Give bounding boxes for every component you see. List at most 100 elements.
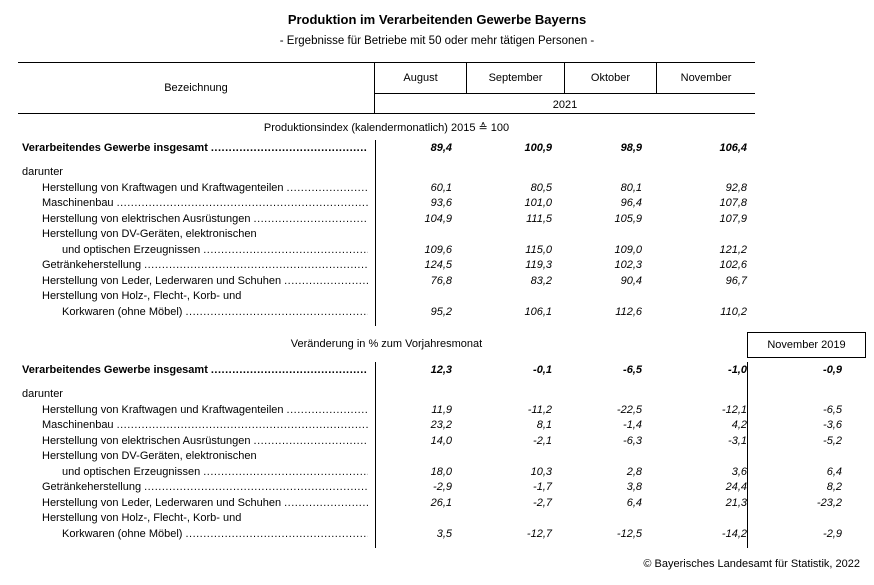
value-cell: 14,0 [430,434,452,447]
table-row: Herstellung von Kraftwagen und Kraftwage… [18,181,866,197]
value-cell: 10,3 [530,465,552,478]
value-cell: 106,1 [524,305,552,318]
year-header: 2021 [552,98,578,111]
value-cell: 4,2 [731,419,747,431]
value-cell: 107,8 [719,197,747,209]
row-label: darunter [18,165,375,181]
row-label-text: und optischen Erzeugnissen [62,243,201,256]
table-row: Getränkeherstellung -2,9 -1,7 3,8 24,4 8,2 [18,480,866,496]
value-cell: 110,2 [720,305,747,318]
table-header: Bezeichnung August September Oktober Nov… [18,62,755,114]
dot-leader [185,305,368,321]
value-cell: 98,9 [620,142,642,154]
row-label: Herstellung von DV-Geräten, elektronisch… [18,449,375,465]
value-cell: 124,5 [424,259,452,271]
value-cell: 23,2 [430,419,452,431]
value-cell: -6,5 [823,403,842,416]
value-cell: 104,9 [424,212,452,225]
value-cell: -5,2 [823,434,842,447]
value-cell: 8,2 [826,481,842,493]
row-label: Korkwaren (ohne Möbel) [18,527,375,543]
table-row: und optischen Erzeugnissen 18,0 10,3 2,8 3,6… [18,465,866,481]
month-header-oktober: Oktober [565,63,657,93]
row-label-text: Verarbeitendes Gewerbe insgesamt [22,364,208,376]
row-label: Herstellung von elektrischen Ausrüstunge… [18,212,375,228]
row-label: Korkwaren (ohne Möbel) [18,305,375,321]
value-cell: 3,6 [731,465,747,478]
dot-leader [254,212,368,228]
row-label: Herstellung von Kraftwagen und Kraftwage… [18,181,375,197]
row-label: Getränkeherstellung [18,480,375,496]
value-cell: -1,4 [623,419,642,431]
table-row: Verarbeitendes Gewerbe insgesamt 89,4 100,… [18,140,866,156]
table-row: Maschinenbau 93,6 101,0 96,4 107,8 [18,196,866,212]
value-cell: 96,7 [725,274,747,287]
value-cell: -12,7 [526,527,552,540]
value-cell: -2,1 [533,434,552,447]
row-label: Herstellung von Holz-, Flecht-, Korb- un… [18,289,375,305]
value-cell: 107,9 [719,212,747,225]
value-cell: -1,7 [533,481,552,493]
table-row: Getränkeherstellung 124,5 119,3 102,3 102,6 [18,258,866,274]
value-cell: 26,1 [430,496,452,509]
table-row: Korkwaren (ohne Möbel) 3,5 -12,7 -12,5 -14,2… [18,527,866,543]
value-cell: 101,0 [524,197,552,209]
value-cell: -0,1 [533,364,552,376]
value-cell: 8,1 [536,419,552,431]
value-cell: 119,3 [525,259,552,271]
value-cell: -2,7 [533,496,552,509]
dot-leader [287,181,368,197]
value-cell: -14,2 [721,527,747,540]
value-cell: -12,5 [616,527,642,540]
dot-leader [287,403,368,419]
value-cell: -6,5 [623,364,642,376]
table-row: Herstellung von Leder, Lederwaren und Sc… [18,496,866,512]
table-row: Herstellung von Holz-, Flecht-, Korb- un… [18,289,866,305]
value-cell: 102,3 [614,259,642,271]
value-cell: 6,4 [626,496,642,509]
column-divider-line [375,140,376,326]
month-header-november: November [680,72,732,84]
row-label-text: Herstellung von DV-Geräten, elektronisch… [42,228,257,240]
row-label-text: Herstellung von DV-Geräten, elektronisch… [42,450,257,462]
row-label: Herstellung von Leder, Lederwaren und Sc… [18,274,375,290]
table-row: Herstellung von Kraftwagen und Kraftwage… [18,403,866,419]
value-cell: 100,9 [524,142,552,154]
value-cell: 2,8 [626,465,642,478]
value-cell: 6,4 [826,465,842,478]
value-cell: -22,5 [616,403,642,416]
section-rows-produktionsindex: Verarbeitendes Gewerbe insgesamt 89,4 100,… [18,140,866,326]
row-label: Herstellung von Kraftwagen und Kraftwage… [18,403,375,419]
value-cell: 106,4 [719,142,747,154]
page-title: Produktion im Verarbeitenden Gewerbe Bay… [287,12,587,27]
row-label: Herstellung von Holz-, Flecht-, Korb- un… [18,511,375,527]
row-label: darunter [18,387,375,403]
value-cell: 24,4 [725,481,747,493]
value-cell: 102,6 [719,259,747,271]
value-cell: 83,2 [530,274,552,287]
value-cell: 92,8 [725,181,747,194]
row-label-text: darunter [22,388,63,400]
row-label: Maschinenbau [18,418,375,434]
dot-leader [211,140,368,156]
table-row: Herstellung von elektrischen Ausrüstunge… [18,434,866,450]
table-row: Herstellung von Leder, Lederwaren und Sc… [18,274,866,290]
value-cell: -3,6 [823,419,842,431]
row-label: Maschinenbau [18,196,375,212]
dot-leader [185,527,368,543]
row-label: Verarbeitendes Gewerbe insgesamt [18,362,375,378]
column-divider-line [375,362,376,548]
row-label-text: Herstellung von Holz-, Flecht-, Korb- un… [42,512,242,524]
page-subtitle: - Ergebnisse für Betriebe mit 50 oder me… [279,35,595,47]
row-label: Verarbeitendes Gewerbe insgesamt [18,140,375,156]
value-cell: 11,9 [431,403,452,416]
row-label-text: Maschinenbau [42,419,114,431]
dot-leader [144,258,368,274]
row-label: Getränkeherstellung [18,258,375,274]
value-cell: -0,9 [823,364,842,376]
month-header-august: August [375,63,467,93]
row-label-text: darunter [22,166,63,178]
row-label: Herstellung von Leder, Lederwaren und Sc… [18,496,375,512]
table-row: Verarbeitendes Gewerbe insgesamt 12,3 -0,1… [18,362,866,378]
label-column-header: Bezeichnung [18,63,375,113]
